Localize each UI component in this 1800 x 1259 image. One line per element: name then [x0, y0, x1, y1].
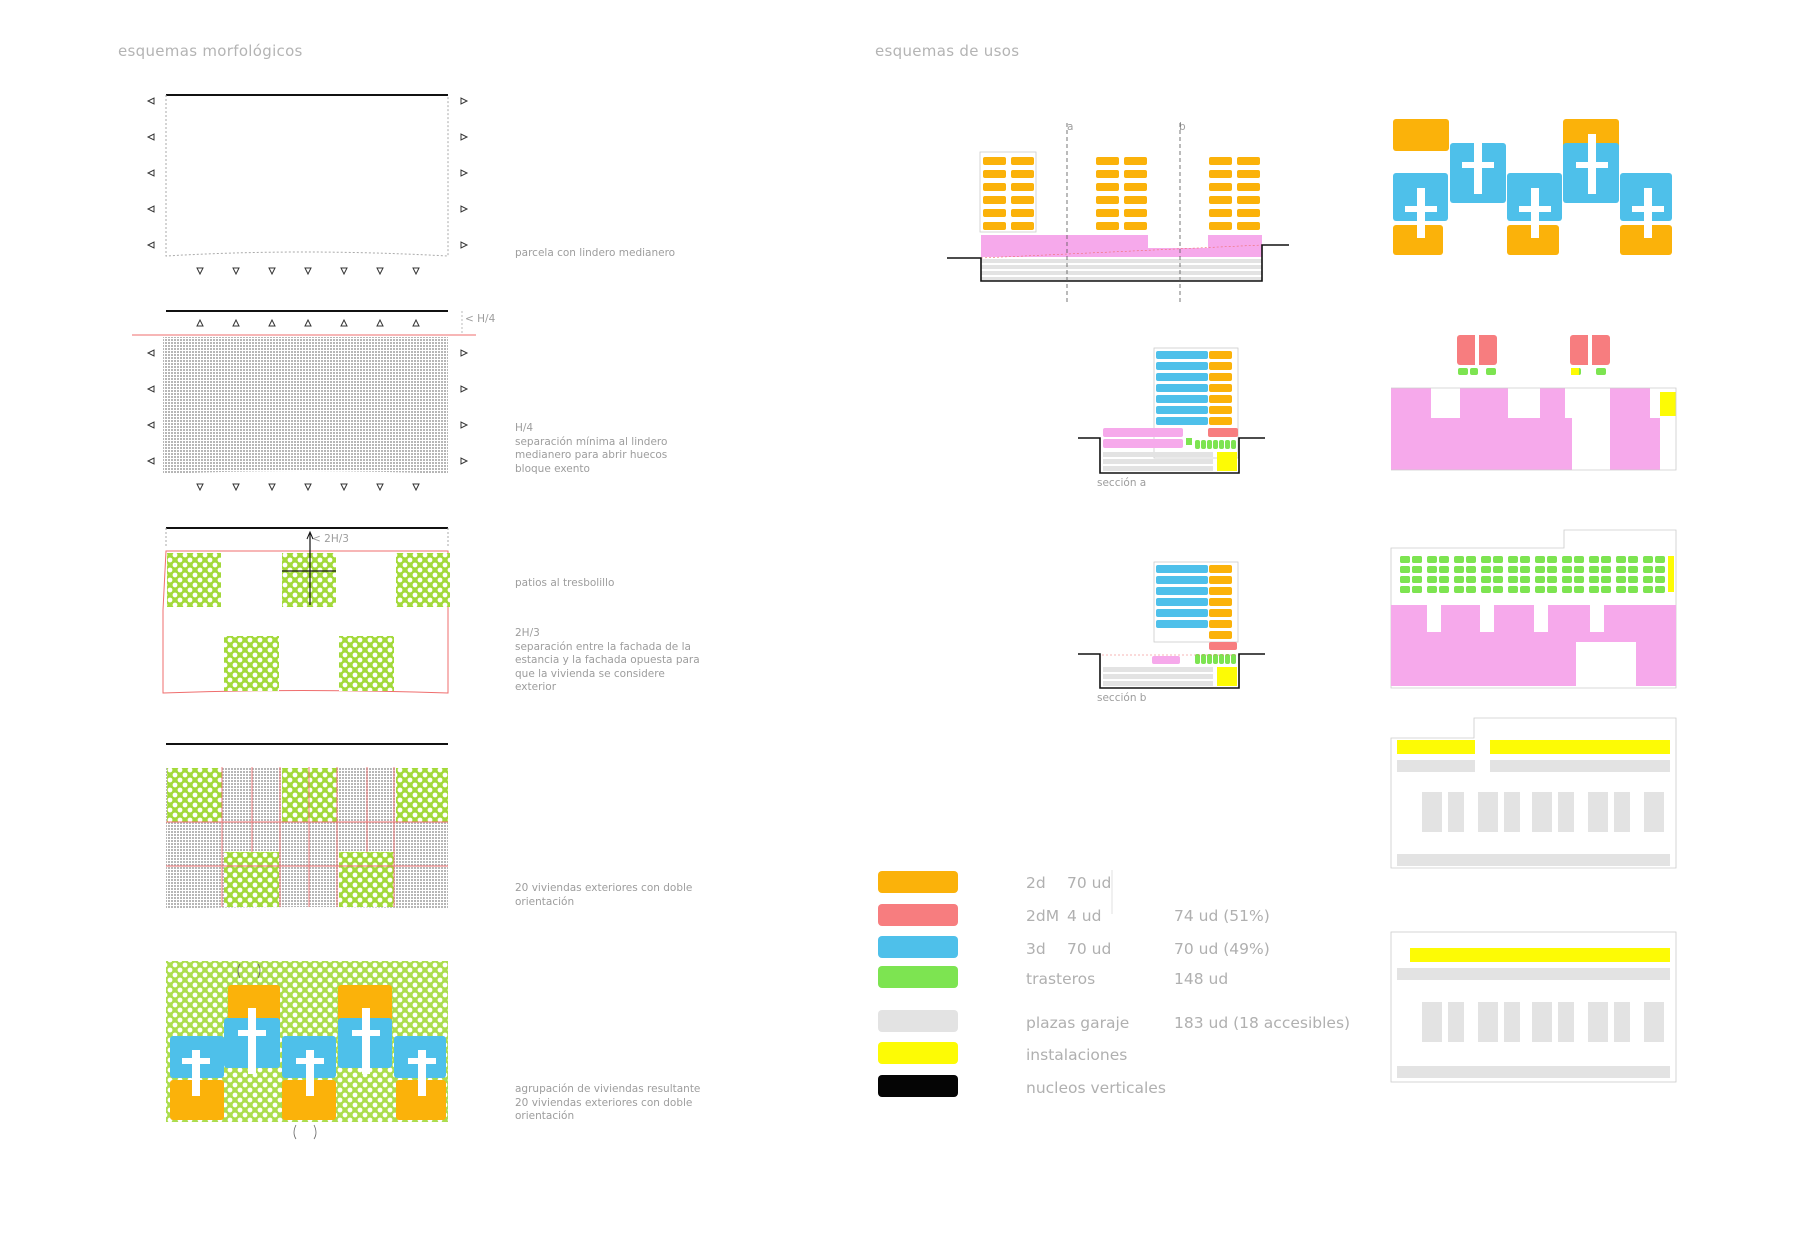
tower-3: [1209, 157, 1260, 230]
note-20-dwellings: 20 viviendas exteriores con doble orient…: [515, 882, 693, 908]
setback-diagram: [132, 310, 476, 491]
note-courtyards: patios al tresbolillo: [515, 577, 615, 589]
grouping-diagram: [166, 961, 448, 1140]
plan-ground-floor: [1391, 335, 1677, 471]
courtyards-diagram: [162, 527, 450, 694]
legend-swatch-parking: [878, 1010, 958, 1032]
legend-swatch-installations: [878, 1042, 958, 1064]
legend-label-2d: 2d: [1026, 874, 1046, 892]
legend-divider: [1111, 870, 1113, 914]
header-morphological: esquemas morfológicos: [118, 42, 303, 60]
note-h4: H/4 separación mínima al lindero mediane…: [515, 422, 668, 475]
dwellings-grid-diagram: [166, 743, 448, 909]
section-b-drawing: [1078, 561, 1265, 689]
note-plot: parcela con lindero medianero: [515, 247, 676, 259]
section-b-mark: b: [1179, 121, 1186, 133]
legend-total-2d: 74 ud (51%): [1174, 907, 1270, 925]
legend-label-installations: instalaciones: [1026, 1046, 1128, 1064]
legend-label-parking: plazas garaje: [1026, 1014, 1130, 1032]
dim-2h3-label: < 2H/3: [312, 533, 349, 545]
dim-h4-label: < H/4: [465, 313, 496, 325]
header-uses: esquemas de usos: [875, 42, 1020, 60]
section-a-mark: a: [1067, 121, 1074, 133]
legend-label-storage: trasteros: [1026, 970, 1096, 988]
plan-parking-2: [1390, 931, 1677, 1083]
legend-swatch-2d: [878, 871, 958, 893]
note-2h3: 2H/3 separación entre la fachada de la e…: [515, 627, 700, 693]
legend-label-2dm: 2dM: [1026, 907, 1060, 925]
legend-swatch-3d: [878, 936, 958, 958]
section-a-drawing: [1078, 347, 1265, 474]
section-a-caption: sección a: [1097, 477, 1147, 489]
legend-total-storage: 148 ud: [1174, 970, 1229, 988]
plot-diagram: [147, 94, 468, 275]
legend-total-3d: 70 ud (49%): [1174, 940, 1270, 958]
plan-storage-floor: [1390, 529, 1677, 689]
legend-total-parking: 183 ud (18 accesibles): [1174, 1014, 1351, 1032]
plan-parking-1: [1390, 717, 1677, 869]
legend-count-3d: 70 ud: [1067, 940, 1112, 958]
note-grouping: agrupación de viviendas resultante 20 vi…: [515, 1083, 701, 1122]
elevation-section: [947, 123, 1289, 305]
legend-swatch-cores: [878, 1075, 958, 1097]
legend-swatch-2dm: [878, 904, 958, 926]
legend-count-2dm: 4 ud: [1067, 907, 1102, 925]
legend-swatch-storage: [878, 966, 958, 988]
legend-label-3d: 3d: [1026, 940, 1046, 958]
tower-1: [983, 157, 1034, 230]
tower-2: [1096, 157, 1147, 230]
section-b-caption: sección b: [1097, 692, 1147, 704]
plan-typical-floor: [1393, 119, 1672, 255]
legend-label-cores: nucleos verticales: [1026, 1079, 1166, 1097]
legend-count-2d: 70 ud: [1067, 874, 1112, 892]
